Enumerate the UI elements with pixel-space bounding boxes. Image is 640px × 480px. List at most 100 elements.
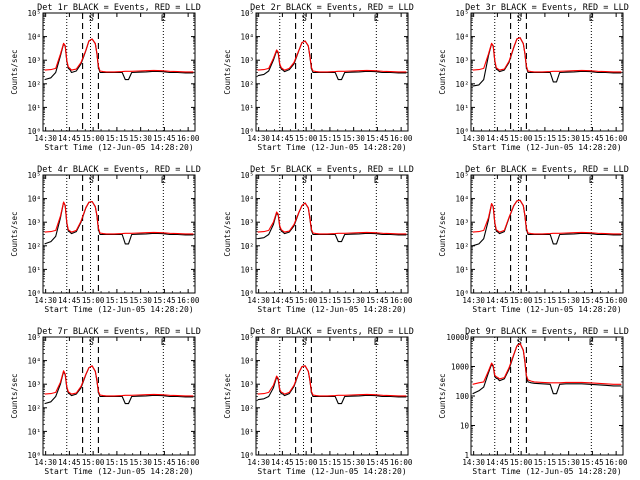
event-marker-s: S — [517, 338, 522, 348]
x-tick-label: 15:15 — [534, 134, 557, 143]
y-tick-label: 10¹ — [27, 265, 41, 274]
x-tick-label: 15:00 — [295, 296, 318, 305]
x-tick-label: 15:45 — [581, 296, 604, 305]
x-tick-label: 15:15 — [319, 458, 342, 467]
x-tick-label: 16:00 — [177, 134, 200, 143]
y-tick-label: 10⁴ — [240, 33, 254, 42]
y-axis-label: Counts/sec — [223, 373, 232, 418]
detector-panel-4: Det 4r BLACK = Events, RED = LLD 10⁰ 10¹ 10… — [10, 165, 201, 314]
event-marker-s: S — [89, 14, 94, 24]
plot-frame — [42, 174, 196, 294]
plot-frame — [470, 174, 624, 294]
detector-panel-3: Det 3r BLACK = Events, RED = LLD 10⁰ 10¹ 10… — [438, 3, 629, 152]
y-tick-label: 100 — [455, 392, 469, 401]
event-marker-e: E — [374, 14, 379, 24]
y-tick-label: 10¹ — [455, 265, 469, 274]
y-tick-label: 10 — [460, 422, 470, 431]
x-tick-label: 16:00 — [605, 134, 628, 143]
detector-panel-6: Det 6r BLACK = Events, RED = LLD 10⁰ 10¹ 10… — [438, 165, 629, 314]
detector-panel-5: Det 5r BLACK = Events, RED = LLD 10⁰ 10¹ 10… — [223, 165, 414, 314]
y-axis-label: Counts/sec — [223, 49, 232, 94]
y-tick-label: 10² — [240, 242, 254, 251]
panel-title: Det 7r BLACK = Events, RED = LLD — [37, 327, 201, 337]
y-tick-label: 10⁰ — [27, 451, 41, 460]
y-tick-label: 10⁰ — [27, 127, 41, 136]
x-axis-label: Start Time (12-Jun-05 14:28:20) — [257, 143, 406, 152]
y-tick-label: 10³ — [27, 218, 41, 227]
plot-frame — [255, 12, 409, 132]
x-tick-label: 14:45 — [486, 458, 509, 467]
x-tick-label: 15:30 — [557, 458, 580, 467]
x-tick-label: 16:00 — [605, 458, 628, 467]
y-tick-label: 10⁰ — [240, 451, 254, 460]
panel-title: Det 6r BLACK = Events, RED = LLD — [465, 165, 629, 175]
y-tick-label: 10⁰ — [240, 127, 254, 136]
x-tick-label: 14:45 — [58, 134, 81, 143]
y-tick-label: 10¹ — [240, 427, 254, 436]
x-tick-label: 15:45 — [581, 458, 604, 467]
x-tick-label: 14:30 — [462, 296, 485, 305]
x-tick-label: 14:45 — [271, 134, 294, 143]
event-marker-s: S — [302, 338, 307, 348]
x-tick-label: 15:00 — [510, 134, 533, 143]
panel-title: Det 9r BLACK = Events, RED = LLD — [465, 327, 629, 337]
plot-frame — [42, 12, 196, 132]
panel-title: Det 8r BLACK = Events, RED = LLD — [250, 327, 414, 337]
x-axis-label: Start Time (12-Jun-05 14:28:20) — [257, 467, 406, 476]
x-tick-label: 14:45 — [271, 458, 294, 467]
event-marker-s: S — [89, 176, 94, 186]
plot-frame — [470, 12, 624, 132]
y-tick-label: 10⁴ — [240, 357, 254, 366]
y-tick-label: 10¹ — [27, 427, 41, 436]
x-tick-label: 15:15 — [534, 296, 557, 305]
lld-series-line — [472, 37, 622, 73]
plot-frame — [470, 336, 624, 456]
y-axis-label: Counts/sec — [10, 373, 19, 418]
x-tick-label: 15:00 — [510, 458, 533, 467]
x-tick-label: 15:30 — [342, 296, 365, 305]
y-tick-label: 1000 — [451, 363, 470, 372]
y-tick-label: 10⁰ — [455, 127, 469, 136]
event-marker-s: S — [302, 14, 307, 24]
y-tick-label: 10¹ — [240, 103, 254, 112]
plot-frame — [255, 336, 409, 456]
y-tick-label: 1 — [464, 451, 469, 460]
event-marker-e: E — [374, 176, 379, 186]
x-tick-label: 15:00 — [295, 134, 318, 143]
x-tick-label: 14:30 — [34, 134, 57, 143]
x-tick-label: 15:15 — [534, 458, 557, 467]
lld-series-line — [472, 342, 622, 385]
y-tick-label: 10⁵ — [27, 9, 41, 18]
x-tick-label: 14:45 — [271, 296, 294, 305]
panel-title: Det 1r BLACK = Events, RED = LLD — [37, 3, 201, 13]
y-tick-label: 10² — [240, 80, 254, 89]
plot-frame — [42, 336, 196, 456]
y-tick-label: 10² — [27, 242, 41, 251]
detector-panel-1: Det 1r BLACK = Events, RED = LLD 10⁰ 10¹ 10… — [10, 3, 201, 152]
x-tick-label: 15:00 — [82, 458, 105, 467]
y-tick-label: 10¹ — [455, 103, 469, 112]
event-marker-s: S — [517, 176, 522, 186]
detector-panel-8: Det 8r BLACK = Events, RED = LLD 10⁰ 10¹ 10… — [223, 327, 414, 476]
y-axis-label: Counts/sec — [438, 211, 447, 256]
lld-series-line — [44, 365, 194, 397]
event-marker-s: S — [302, 176, 307, 186]
x-axis-label: Start Time (12-Jun-05 14:28:20) — [44, 143, 193, 152]
x-tick-label: 14:45 — [486, 134, 509, 143]
event-marker-e: E — [589, 176, 594, 186]
y-tick-label: 10³ — [455, 56, 469, 65]
panel-title: Det 2r BLACK = Events, RED = LLD — [250, 3, 414, 13]
x-tick-label: 15:15 — [106, 458, 129, 467]
x-tick-label: 15:30 — [129, 296, 152, 305]
x-tick-label: 15:30 — [129, 134, 152, 143]
y-tick-label: 10³ — [27, 56, 41, 65]
x-tick-label: 15:00 — [510, 296, 533, 305]
y-tick-label: 10⁵ — [27, 333, 41, 342]
x-axis-label: Start Time (12-Jun-05 14:28:20) — [472, 467, 621, 476]
x-tick-label: 15:45 — [366, 458, 389, 467]
y-tick-label: 10⁴ — [240, 195, 254, 204]
y-tick-label: 10⁴ — [27, 357, 41, 366]
x-axis-label: Start Time (12-Jun-05 14:28:20) — [257, 305, 406, 314]
y-tick-label: 10⁵ — [455, 171, 469, 180]
y-tick-label: 10¹ — [240, 265, 254, 274]
